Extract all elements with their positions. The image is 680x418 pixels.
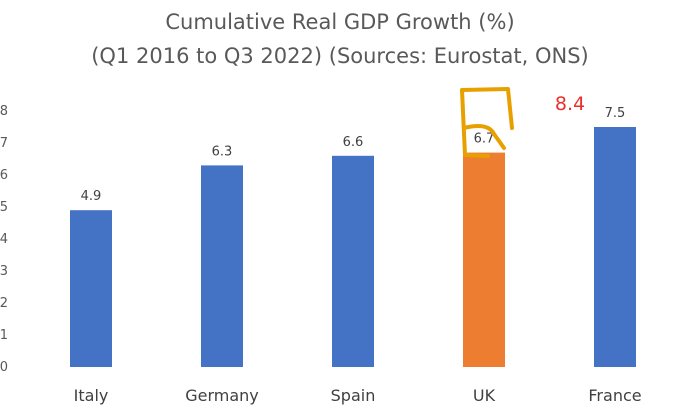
x-tick-label: UK xyxy=(473,386,496,405)
data-label: 7.5 xyxy=(605,106,626,121)
x-tick-label: Germany xyxy=(185,386,259,405)
x-tick-label: France xyxy=(588,386,641,405)
data-label: 4.9 xyxy=(81,189,102,204)
y-tick-label: 6 xyxy=(0,168,8,183)
y-tick-label: 5 xyxy=(0,200,8,215)
data-label: 6.3 xyxy=(212,144,233,159)
annotation-label: 8.4 xyxy=(555,93,585,115)
annotation-bar-outline xyxy=(460,87,514,157)
data-label: 6.6 xyxy=(343,135,364,150)
y-tick-label: 1 xyxy=(0,328,8,343)
y-tick-label: 3 xyxy=(0,264,8,279)
bar-italy xyxy=(70,210,112,367)
chart-subtitle: (Q1 2016 to Q3 2022) (Sources: Eurostat,… xyxy=(91,44,589,68)
bar-germany xyxy=(201,165,243,367)
y-tick-label: 2 xyxy=(0,296,8,311)
y-tick-label: 4 xyxy=(0,232,8,247)
bar-france xyxy=(594,127,636,367)
chart-title: Cumulative Real GDP Growth (%) xyxy=(165,10,515,34)
bar-spain xyxy=(332,155,374,367)
bar-uk xyxy=(463,152,505,367)
y-tick-label: 7 xyxy=(0,136,8,151)
y-tick-label: 8 xyxy=(0,104,8,119)
x-tick-label: Spain xyxy=(331,386,376,405)
x-tick-label: Italy xyxy=(74,386,109,405)
data-label: 6.7 xyxy=(474,132,495,147)
annotation-scribble xyxy=(462,124,506,150)
annotation-bar-base xyxy=(463,153,490,158)
y-tick-label: 0 xyxy=(0,360,8,375)
